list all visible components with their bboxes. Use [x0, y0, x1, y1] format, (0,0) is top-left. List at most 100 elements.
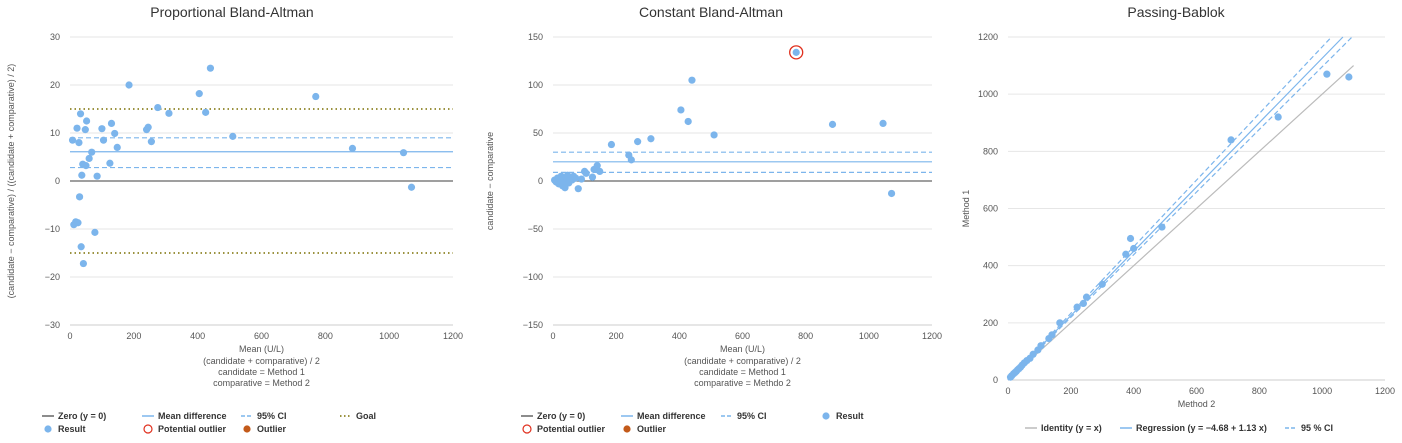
legend-label: Result — [58, 424, 86, 434]
result-point — [1323, 70, 1331, 78]
legend-item: Zero (y = 0) — [42, 411, 106, 421]
result-point — [574, 185, 582, 193]
result-point — [111, 129, 119, 138]
legend-item: Zero (y = 0) — [521, 411, 585, 421]
x-tick-label: 1200 — [443, 331, 463, 341]
legend-label: 95% CI — [257, 411, 287, 421]
legend-item: Identity (y = x) — [1025, 423, 1102, 433]
result-point — [1130, 244, 1138, 253]
legend-item: Result — [822, 411, 864, 421]
x-tick-label: 600 — [254, 331, 269, 341]
chart-1: Proportional Bland-Altman 30 20 10 0 −10 −20 −3… — [6, 4, 463, 434]
potential-outlier-ring — [789, 45, 804, 60]
x-tick-label: 0 — [67, 331, 72, 341]
result-point — [887, 189, 896, 198]
legend-item: Goal — [340, 411, 376, 421]
y-tick-label: 800 — [983, 146, 998, 156]
result-point — [1098, 280, 1106, 288]
result-point — [154, 103, 162, 112]
x-tick-label: 200 — [609, 331, 624, 341]
legend-item: Outlier — [623, 424, 667, 434]
ci-lower-line — [1007, 36, 1353, 381]
y-tick-label: −20 — [45, 272, 60, 282]
y-tick-label: 1000 — [978, 89, 998, 99]
x-tick-label: 1200 — [1375, 386, 1395, 396]
result-point — [677, 106, 685, 114]
result-point — [1158, 223, 1166, 231]
result-point — [195, 90, 203, 98]
legend-item: Regression (y = −4.68 + 1.13 x) — [1120, 423, 1267, 433]
result-point — [593, 162, 601, 170]
legend-label: Goal — [356, 411, 376, 421]
result-point — [647, 135, 655, 143]
legend-item: Outlier — [243, 424, 287, 434]
legend-item: Potential outlier — [522, 424, 606, 434]
result-point — [202, 108, 210, 116]
result-point — [1029, 350, 1037, 358]
legend-symbol — [522, 424, 532, 434]
chart-title: Passing-Bablok — [1127, 4, 1225, 20]
result-point — [74, 219, 82, 227]
result-point — [572, 174, 580, 182]
result-point — [99, 136, 108, 144]
result-point — [407, 183, 416, 191]
result-point — [77, 243, 85, 251]
result-point — [82, 117, 91, 125]
y-tick-label: −10 — [45, 224, 60, 234]
result-point — [144, 123, 152, 131]
legend-label: Outlier — [257, 424, 287, 434]
result-point — [792, 48, 800, 56]
result-point — [73, 124, 81, 132]
result-point — [582, 169, 590, 177]
legend-item: 95 % CI — [1285, 423, 1333, 433]
y-tick-label: −150 — [523, 320, 543, 330]
result-point — [399, 149, 408, 157]
x-tick-label: 1000 — [1312, 386, 1332, 396]
x-axis-subtitle: (candidate + comparative) / 2 — [203, 356, 320, 366]
legend-label: Potential outlier — [537, 424, 606, 434]
x-tick-label: 0 — [550, 331, 555, 341]
legend-label: Mean difference — [158, 411, 227, 421]
legend-label: Zero (y = 0) — [58, 411, 106, 421]
y-tick-label: 0 — [538, 176, 543, 186]
result-point — [627, 156, 635, 164]
y-tick-label: −30 — [45, 320, 60, 330]
y-tick-label: 100 — [528, 80, 543, 90]
result-point — [561, 184, 569, 192]
legend-symbol — [143, 424, 153, 434]
result-point — [1073, 303, 1081, 311]
result-point — [93, 172, 101, 180]
result-point — [88, 148, 96, 156]
legend-item: Mean difference — [621, 411, 706, 421]
ci-upper-line — [1007, 36, 1332, 381]
result-point — [82, 162, 90, 170]
y-tick-label: 150 — [528, 32, 543, 42]
y-tick-label: 20 — [50, 80, 60, 90]
x-tick-label: 200 — [126, 331, 141, 341]
x-tick-label: 800 — [798, 331, 813, 341]
result-point — [68, 136, 77, 144]
result-point — [1126, 234, 1135, 243]
x-tick-label: 800 — [1252, 386, 1267, 396]
result-point — [1345, 73, 1353, 81]
legend-symbol — [822, 412, 830, 420]
x-tick-label: 400 — [672, 331, 687, 341]
y-tick-label: −100 — [523, 272, 543, 282]
x-tick-label: 800 — [318, 331, 333, 341]
y-tick-label: 10 — [50, 128, 60, 138]
result-point — [78, 171, 86, 179]
x-tick-label: 600 — [1189, 386, 1204, 396]
legend-label: Outlier — [637, 424, 667, 434]
x-axis-title: Mean (U/L) — [239, 344, 284, 354]
result-point — [1082, 293, 1091, 301]
x-axis-subtitle: candidate = Method 1 — [218, 367, 305, 377]
y-tick-label: 0 — [55, 176, 60, 186]
x-tick-label: 400 — [1126, 386, 1141, 396]
result-point — [147, 138, 155, 146]
x-tick-label: 1000 — [379, 331, 399, 341]
result-point — [577, 175, 586, 183]
result-point — [688, 76, 696, 84]
legend-label: 95% CI — [737, 411, 767, 421]
x-tick-label: 400 — [190, 331, 205, 341]
